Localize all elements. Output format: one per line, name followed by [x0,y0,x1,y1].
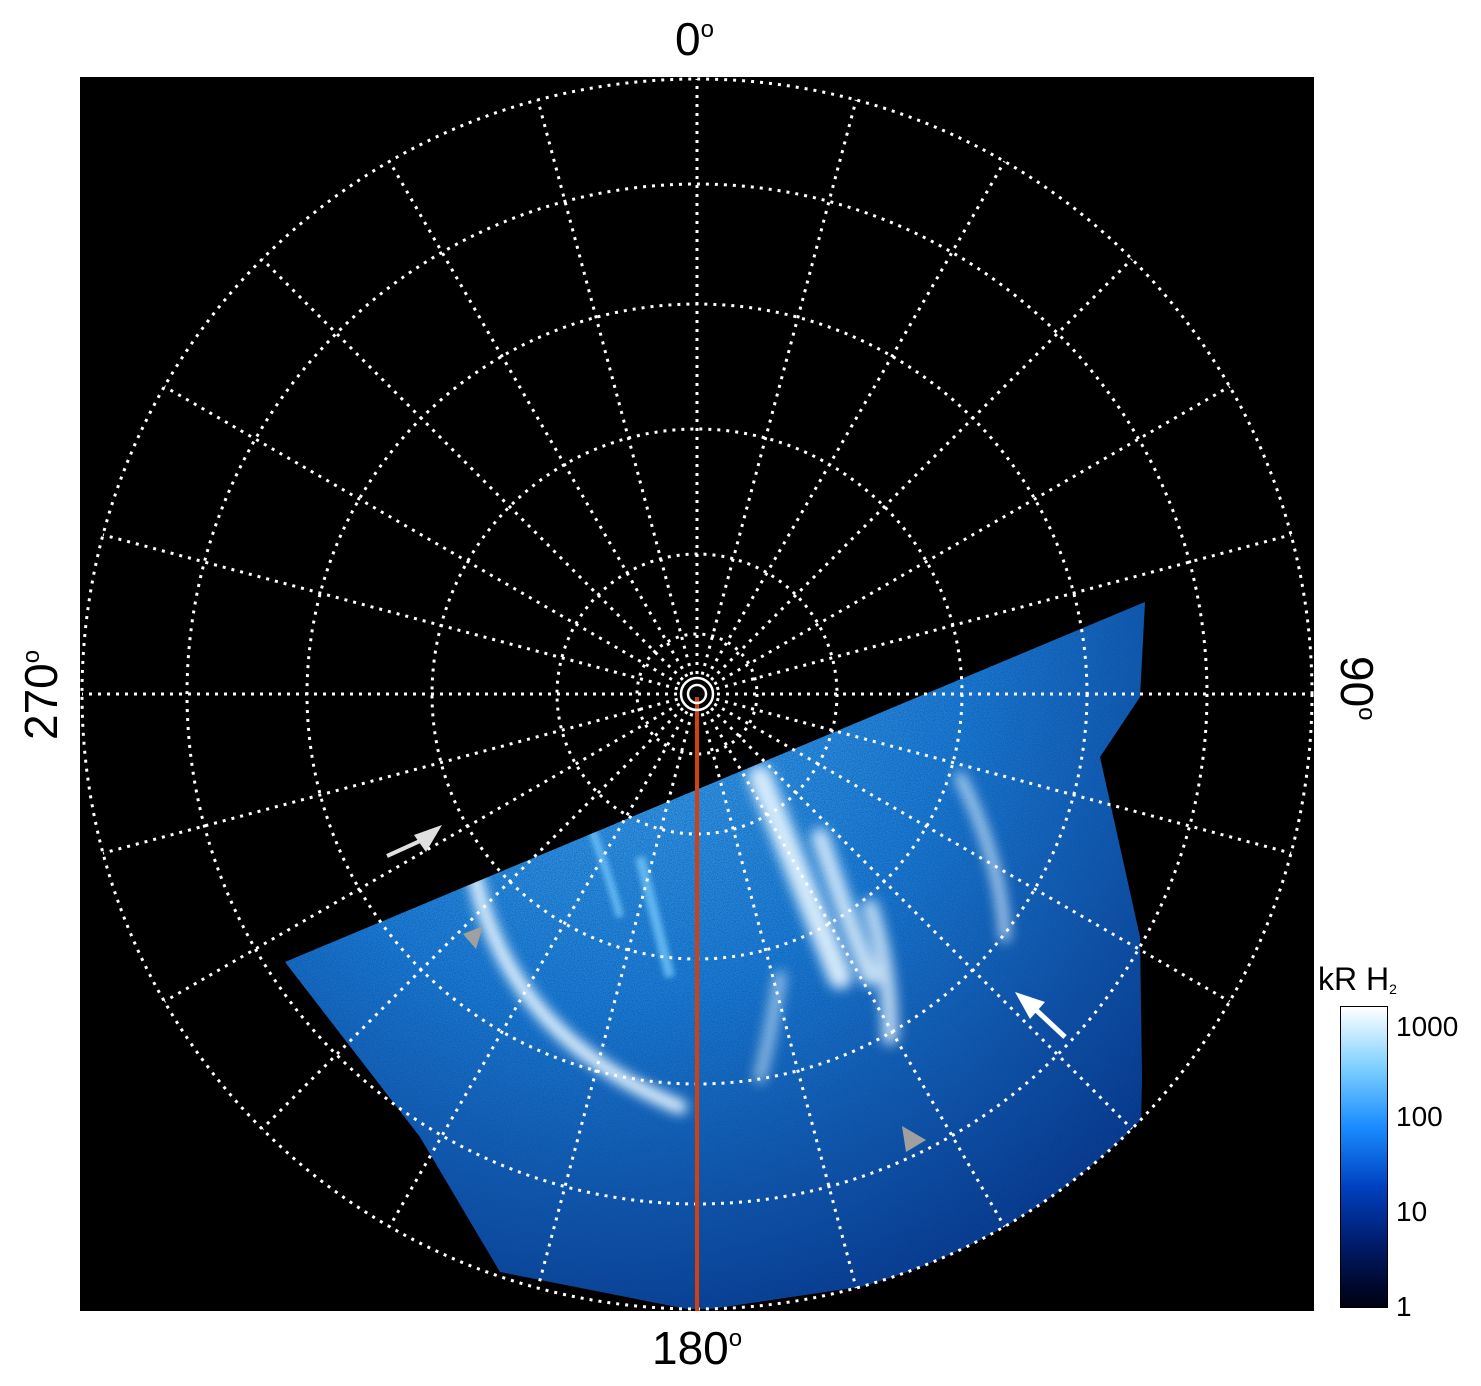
meridian-line [715,697,1292,855]
arrow-markers [386,825,1067,1152]
longitude-label-90: 90o [1331,656,1383,721]
meridian-line [715,533,1292,691]
meridian-line [102,697,679,855]
meridian-line [536,712,694,1289]
meridian-line [102,533,679,691]
meridian-line [261,258,684,681]
meridian-line [261,707,684,1130]
arrow-icon [386,825,442,858]
colorbar-tick-label: 1 [1396,1291,1412,1322]
arrowhead-icon [902,1126,926,1152]
colorbar-title: kR H2 [1318,961,1397,997]
meridian-line [700,712,858,1289]
longitude-label-180: 180o [652,1322,743,1374]
meridian-line [713,385,1231,686]
meridian-line [388,710,689,1228]
latitude-circle [635,632,759,756]
meridian-line [163,385,681,686]
polar-projection-image [80,77,1314,1311]
meridian-line [713,702,1231,1003]
meridian-line [710,258,1133,681]
arrowhead-icon [463,926,483,949]
meridian-line [388,160,689,678]
colorbar-tick-label: 100 [1396,1101,1443,1132]
arrow-icon [1015,992,1067,1039]
meridian-line [163,702,681,1003]
colorbar [1340,1006,1388,1308]
meridian-line [536,99,694,676]
longitude-label-0: 0o [675,13,714,65]
pole-marker [686,683,708,705]
meridian-line [700,99,858,676]
meridian-line [705,160,1006,678]
colorbar-tick-label: 1000 [1396,1011,1459,1042]
colorbar-tick-label: 10 [1396,1196,1428,1227]
meridian-line [705,710,1006,1228]
longitude-label-270: 270o [15,649,67,740]
meridian-line [710,707,1133,1130]
